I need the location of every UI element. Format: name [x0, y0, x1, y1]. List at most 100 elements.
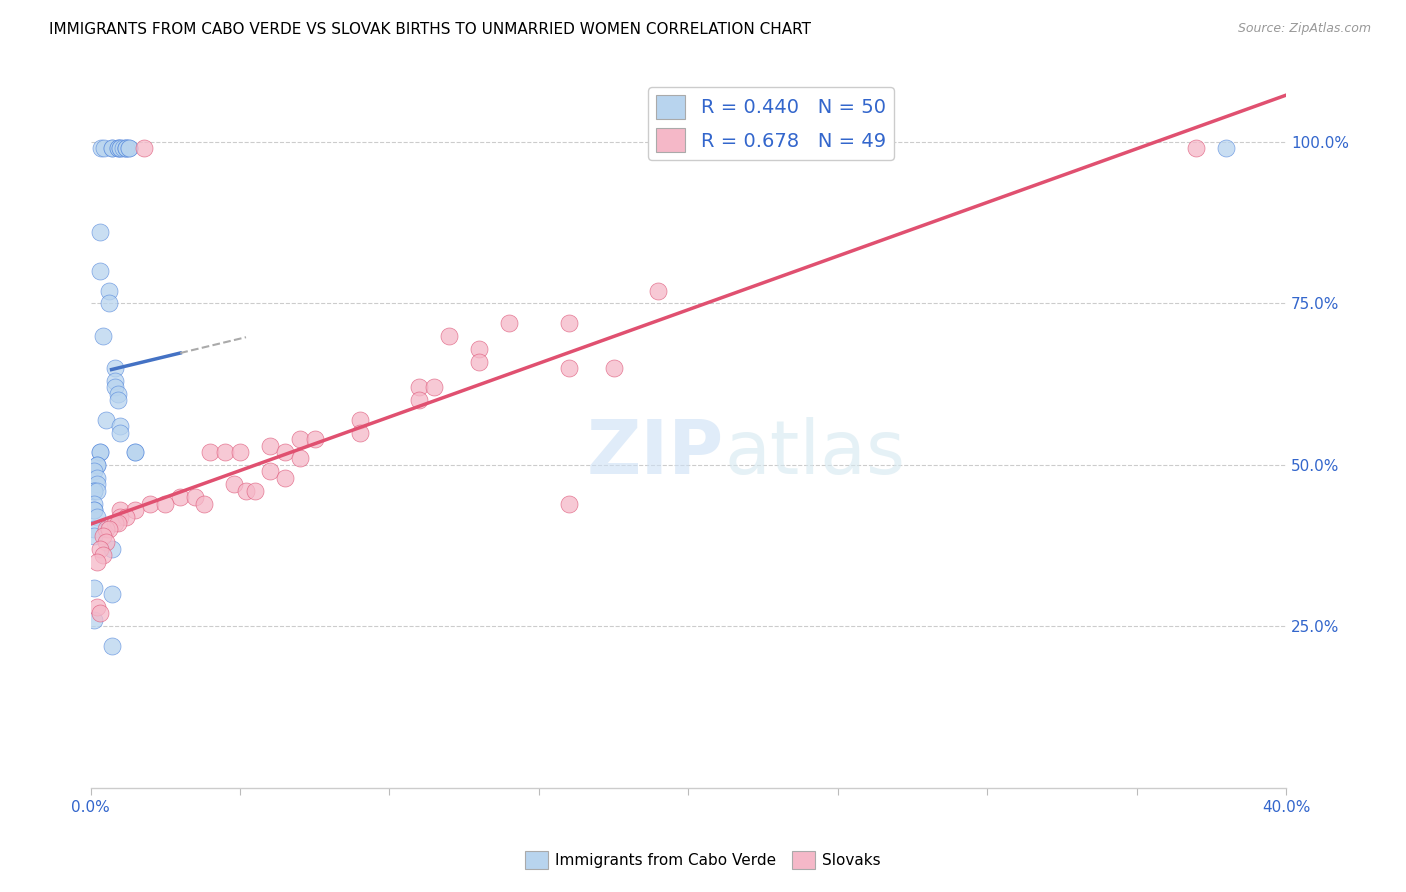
Point [89, 445, 111, 459]
Point [100, 141, 122, 155]
Point [100, 541, 122, 556]
Point [118, 141, 141, 155]
Point [214, 445, 236, 459]
Point [468, 342, 491, 356]
Point [93, 141, 115, 155]
Point [110, 141, 132, 155]
Point [91, 328, 114, 343]
Point [110, 141, 132, 155]
Point [193, 497, 215, 511]
Point [115, 141, 138, 155]
Point [558, 361, 581, 376]
Point [558, 316, 581, 330]
Point [89, 541, 111, 556]
Point [115, 141, 138, 155]
Text: Source: ZipAtlas.com: Source: ZipAtlas.com [1237, 22, 1371, 36]
Point [349, 412, 371, 426]
Point [83, 613, 105, 627]
Point [83, 503, 105, 517]
Point [124, 445, 146, 459]
Point [155, 497, 177, 511]
Text: ZIP: ZIP [586, 417, 724, 491]
Point [304, 432, 326, 446]
Point [89, 445, 111, 459]
Point [97, 296, 120, 310]
Point [115, 509, 138, 524]
Point [468, 354, 491, 368]
Point [110, 425, 132, 440]
Point [1185, 141, 1208, 155]
Point [124, 503, 146, 517]
Point [134, 141, 156, 155]
Point [274, 471, 297, 485]
Point [83, 581, 105, 595]
Point [103, 516, 125, 530]
Point [107, 141, 129, 155]
Point [97, 523, 120, 537]
Point [259, 464, 281, 478]
Point [86, 599, 108, 614]
Point [83, 523, 105, 537]
Point [86, 555, 108, 569]
Point [112, 141, 135, 155]
Point [100, 587, 122, 601]
Point [288, 432, 311, 446]
Point [408, 380, 430, 394]
Point [103, 380, 125, 394]
Point [86, 483, 108, 498]
Point [94, 523, 117, 537]
Point [439, 328, 461, 343]
Point [97, 284, 120, 298]
Point [83, 497, 105, 511]
Point [103, 374, 125, 388]
Point [83, 483, 105, 498]
Point [94, 412, 117, 426]
Point [115, 141, 138, 155]
Point [235, 483, 257, 498]
Point [110, 419, 132, 434]
Point [86, 471, 108, 485]
Point [222, 477, 245, 491]
Point [94, 535, 117, 549]
Point [184, 490, 207, 504]
Point [602, 361, 624, 376]
Point [288, 451, 311, 466]
Point [86, 458, 108, 472]
Point [110, 503, 132, 517]
Point [83, 529, 105, 543]
Point [243, 483, 266, 498]
Point [1215, 141, 1237, 155]
Point [89, 226, 111, 240]
Text: IMMIGRANTS FROM CABO VERDE VS SLOVAK BIRTHS TO UNMARRIED WOMEN CORRELATION CHART: IMMIGRANTS FROM CABO VERDE VS SLOVAK BIR… [49, 22, 811, 37]
Point [100, 141, 122, 155]
Legend: Immigrants from Cabo Verde, Slovaks: Immigrants from Cabo Verde, Slovaks [519, 845, 887, 875]
Point [198, 445, 221, 459]
Point [89, 264, 111, 278]
Point [83, 503, 105, 517]
Point [169, 490, 191, 504]
Point [558, 497, 581, 511]
Point [86, 509, 108, 524]
Point [103, 361, 125, 376]
Point [107, 516, 129, 530]
Point [86, 458, 108, 472]
Point [423, 380, 446, 394]
Legend: R = 0.440   N = 50, R = 0.678   N = 49: R = 0.440 N = 50, R = 0.678 N = 49 [648, 87, 894, 160]
Point [86, 477, 108, 491]
Point [259, 438, 281, 452]
Point [83, 483, 105, 498]
Point [124, 445, 146, 459]
Text: atlas: atlas [724, 417, 905, 491]
Point [90, 141, 112, 155]
Point [408, 393, 430, 408]
Point [349, 425, 371, 440]
Point [89, 607, 111, 621]
Point [91, 549, 114, 563]
Point [139, 497, 162, 511]
Point [118, 141, 141, 155]
Point [498, 316, 520, 330]
Point [107, 141, 129, 155]
Point [647, 284, 669, 298]
Point [100, 639, 122, 653]
Point [91, 529, 114, 543]
